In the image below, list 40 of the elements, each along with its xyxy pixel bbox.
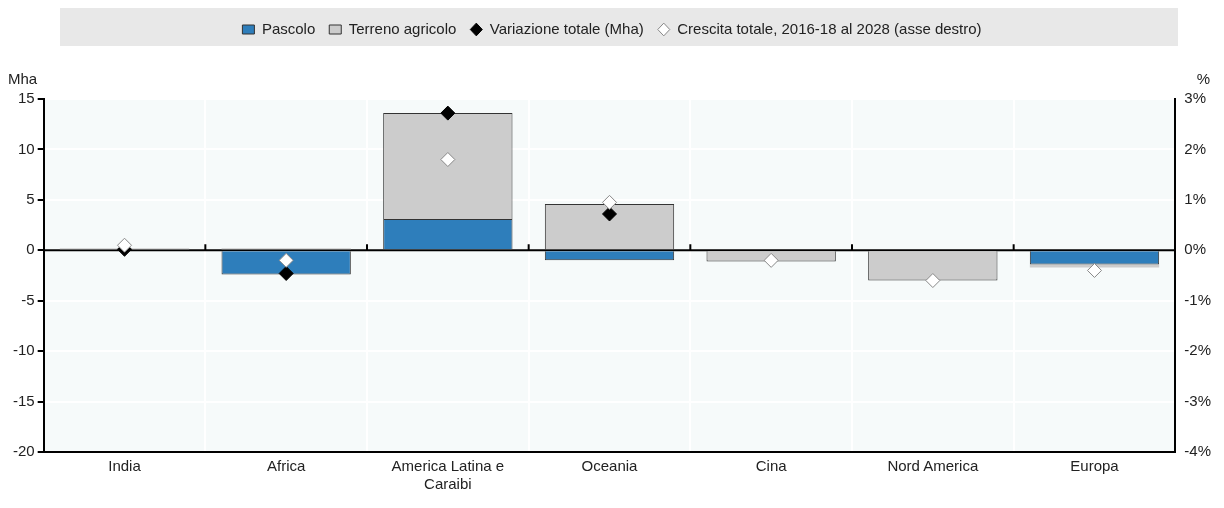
y2-tick-label: 1% — [1184, 190, 1207, 207]
point — [925, 273, 941, 289]
x-tick-label: Africa — [267, 457, 306, 475]
x-tick-label: Cina — [755, 457, 788, 475]
y-tick-label: 5 — [26, 190, 35, 207]
y-tick-label: -10 — [12, 341, 35, 359]
point — [440, 152, 456, 168]
point — [278, 265, 294, 281]
bar — [1029, 264, 1160, 268]
y2-tick-label: 0% — [1184, 240, 1207, 258]
y-tick-label: -20 — [12, 442, 35, 460]
y-tick-label: -5 — [21, 290, 35, 308]
y-tick-label: -15 — [12, 391, 35, 409]
x-tick-label: Nord America — [887, 457, 979, 475]
y-axis-title: Mha — [8, 69, 38, 87]
y-tick-label: 15 — [17, 89, 35, 107]
legend-label: Terreno agricolo — [348, 19, 457, 37]
y2-tick-label: -1% — [1184, 290, 1212, 308]
y-tick-label: 0 — [26, 240, 35, 258]
y2-tick-label: 3% — [1184, 89, 1207, 107]
y2-tick-label: -3% — [1184, 391, 1212, 409]
x-tick-label: Europa — [1070, 457, 1120, 475]
legend-label: Pascolo — [261, 19, 316, 37]
y2-tick-label: 2% — [1184, 139, 1207, 157]
point — [763, 252, 779, 268]
y2-tick-label: -2% — [1184, 341, 1212, 359]
point — [440, 105, 456, 121]
y2-tick-label: -4% — [1184, 442, 1212, 460]
legend-label: Crescita totale, 2016-18 al 2028 (asse destro) — [677, 19, 982, 37]
point — [278, 252, 294, 268]
point — [117, 237, 133, 253]
x-tick-label: Oceania — [581, 457, 639, 475]
point — [1086, 262, 1102, 278]
x-tick-label: America Latina e Caraibi — [391, 457, 505, 493]
y-tick-label: 10 — [17, 139, 35, 157]
point — [602, 194, 617, 210]
legend-label: Variazione totale (Mha) — [489, 19, 644, 37]
x-tick-label: India — [108, 457, 142, 475]
y2-axis-title: % — [1196, 69, 1210, 87]
point — [602, 206, 617, 222]
